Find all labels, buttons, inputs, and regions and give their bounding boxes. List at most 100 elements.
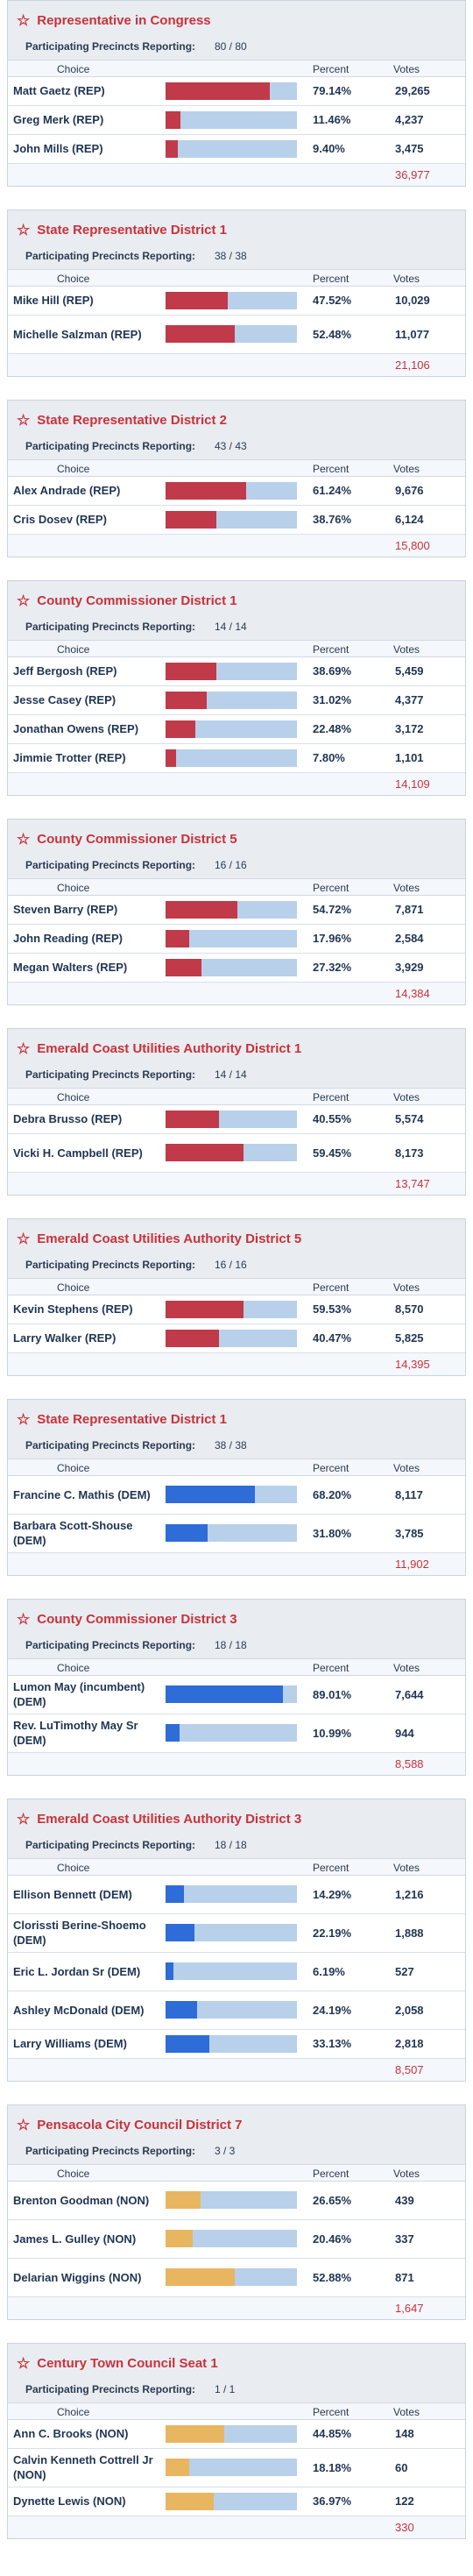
- candidate-row: Delarian Wiggins (NON) 52.88% 871: [8, 2258, 465, 2297]
- star-icon[interactable]: ☆: [17, 1410, 31, 1428]
- star-icon[interactable]: ☆: [17, 1610, 31, 1628]
- precincts-reporting-value: 16 / 16: [215, 859, 247, 871]
- vote-bar-cell: [166, 895, 306, 925]
- star-icon[interactable]: ☆: [17, 11, 31, 29]
- vote-bar-cell: [166, 1714, 306, 1753]
- results-header-row: Choice Percent Votes: [8, 460, 465, 477]
- vote-bar-cell: [166, 2419, 306, 2449]
- candidate-votes: 2,058: [393, 1991, 465, 2030]
- candidate-row: James L. Gulley (NON) 20.46% 337: [8, 2219, 465, 2259]
- candidate-row: Cris Dosev (REP) 38.76% 6,124: [8, 505, 465, 535]
- vote-share-bar: [166, 691, 297, 709]
- total-row: 14,384: [8, 982, 465, 1004]
- candidate-percent: 27.32%: [306, 953, 393, 983]
- candidate-row: Ashley McDonald (DEM) 24.19% 2,058: [8, 1991, 465, 2030]
- star-icon[interactable]: ☆: [17, 2116, 31, 2133]
- bar-header: [166, 641, 306, 657]
- vote-share-fill: [166, 2034, 209, 2053]
- race-title-row: ☆ County Commissioner District 3: [17, 1609, 456, 1629]
- star-icon[interactable]: ☆: [17, 1810, 31, 1827]
- candidate-percent: 38.76%: [306, 505, 393, 535]
- total-spacer: [8, 2516, 166, 2538]
- precincts-reporting-value: 38 / 38: [215, 1439, 247, 1451]
- total-spacer: [166, 982, 306, 1004]
- candidate-votes: 8,570: [393, 1295, 465, 1324]
- total-spacer: [166, 772, 306, 795]
- precincts-reporting: Participating Precincts Reporting: 80 / …: [17, 40, 456, 54]
- candidate-row: Ellison Bennett (DEM) 14.29% 1,216: [8, 1875, 465, 1914]
- race-title-row: ☆ State Representative District 1: [17, 1409, 456, 1429]
- candidate-row: Michelle Salzman (REP) 52.48% 11,077: [8, 315, 465, 354]
- candidate-name: Jonathan Owens (REP): [8, 714, 166, 744]
- candidate-percent: 40.47%: [306, 1323, 393, 1353]
- candidate-percent: 54.72%: [306, 895, 393, 925]
- percent-header: Percent: [306, 1279, 393, 1295]
- votes-header: Votes: [393, 2165, 465, 2182]
- candidate-row: Ann C. Brooks (NON) 44.85% 148: [8, 2419, 465, 2449]
- vote-bar-cell: [166, 1875, 306, 1914]
- bar-header: [166, 2165, 306, 2182]
- star-icon[interactable]: ☆: [17, 1040, 31, 1057]
- vote-share-fill: [166, 1724, 180, 1742]
- precincts-reporting: Participating Precincts Reporting: 18 / …: [17, 1839, 456, 1853]
- percent-header: Percent: [306, 460, 393, 477]
- vote-share-bar: [166, 2191, 297, 2209]
- race-title-row: ☆ Representative in Congress: [17, 11, 456, 30]
- candidate-name: Jimmie Trotter (REP): [8, 743, 166, 773]
- percent-header: Percent: [306, 2165, 393, 2182]
- total-spacer: [166, 2058, 306, 2081]
- star-icon[interactable]: ☆: [17, 221, 31, 238]
- candidate-percent: 10.99%: [306, 1714, 393, 1753]
- vote-share-fill: [166, 82, 270, 100]
- candidate-votes: 8,117: [393, 1475, 465, 1515]
- star-icon[interactable]: ☆: [17, 592, 31, 609]
- candidate-votes: 148: [393, 2419, 465, 2449]
- precincts-reporting: Participating Precincts Reporting: 16 / …: [17, 859, 456, 873]
- candidate-percent: 11.46%: [306, 105, 393, 135]
- vote-share-bar: [166, 1724, 297, 1742]
- results-table: Choice Percent Votes Kevin Stephens (REP…: [8, 1279, 465, 1375]
- precincts-reporting: Participating Precincts Reporting: 38 / …: [17, 1439, 456, 1453]
- star-icon[interactable]: ☆: [17, 411, 31, 429]
- percent-header: Percent: [306, 270, 393, 287]
- candidate-name: Ann C. Brooks (NON): [8, 2419, 166, 2449]
- race-header: ☆ Emerald Coast Utilities Authority Dist…: [8, 1799, 465, 1859]
- total-spacer: [8, 163, 166, 186]
- candidate-votes: 60: [393, 2448, 465, 2487]
- race-title: State Representative District 1: [37, 222, 228, 238]
- vote-share-bar: [166, 510, 297, 529]
- vote-share-bar: [166, 2001, 297, 2019]
- candidate-name: Matt Gaetz (REP): [8, 76, 166, 106]
- candidate-votes: 4,377: [393, 685, 465, 715]
- precincts-reporting: Participating Precincts Reporting: 43 / …: [17, 440, 456, 454]
- vote-share-fill: [166, 2001, 198, 2019]
- choice-header: Choice: [8, 1859, 166, 1876]
- total-row: 15,800: [8, 534, 465, 557]
- candidate-percent: 26.65%: [306, 2181, 393, 2220]
- candidate-name: Michelle Salzman (REP): [8, 315, 166, 354]
- results-table: Choice Percent Votes Matt Gaetz (REP) 79.…: [8, 60, 465, 186]
- total-spacer: [8, 2058, 166, 2081]
- candidate-name: Vicki H. Campbell (REP): [8, 1133, 166, 1173]
- total-votes: 14,109: [393, 772, 465, 795]
- vote-share-fill: [166, 1486, 256, 1503]
- votes-header: Votes: [393, 2403, 465, 2420]
- candidate-row: Jesse Casey (REP) 31.02% 4,377: [8, 685, 465, 715]
- total-spacer: [8, 1172, 166, 1195]
- vote-bar-cell: [166, 1952, 306, 1991]
- race-card: ☆ County Commissioner District 5 Partici…: [7, 819, 466, 1005]
- candidate-name: Steven Barry (REP): [8, 895, 166, 925]
- candidate-percent: 52.48%: [306, 315, 393, 354]
- precincts-reporting: Participating Precincts Reporting: 38 / …: [17, 250, 456, 264]
- precincts-reporting-value: 43 / 43: [215, 440, 247, 452]
- star-icon[interactable]: ☆: [17, 830, 31, 848]
- star-icon[interactable]: ☆: [17, 2354, 31, 2372]
- candidate-row: Larry Walker (REP) 40.47% 5,825: [8, 1323, 465, 1353]
- candidate-votes: 439: [393, 2181, 465, 2220]
- vote-bar-cell: [166, 1514, 306, 1553]
- race-title-row: ☆ Pensacola City Council District 7: [17, 2115, 456, 2134]
- candidate-row: Clorissti Berine-Shoemo (DEM) 22.19% 1,888: [8, 1913, 465, 1953]
- star-icon[interactable]: ☆: [17, 1230, 31, 1247]
- vote-bar-cell: [166, 2258, 306, 2297]
- total-spacer: [306, 2296, 393, 2319]
